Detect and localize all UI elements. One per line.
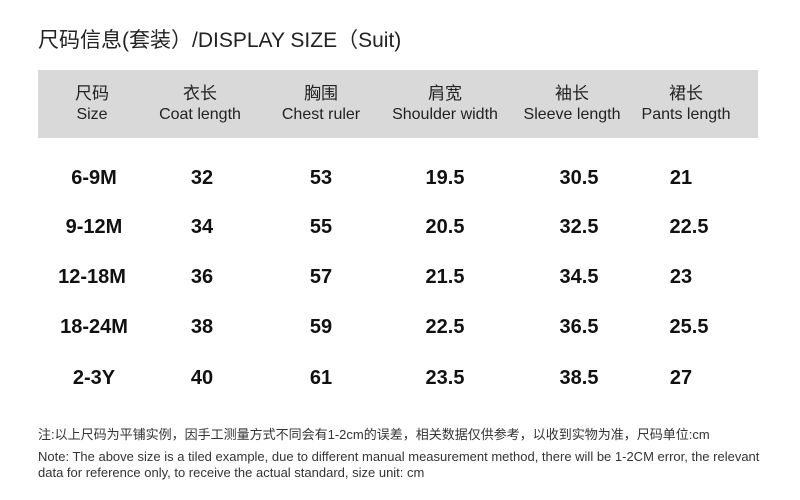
cell-size: 12-18M — [58, 266, 126, 288]
cell-pants-length: 25.5 — [669, 316, 709, 338]
header-size-zh: 尺码 — [75, 84, 109, 103]
cell-sleeve-length: 32.5 — [559, 216, 599, 238]
header-coat-length-zh: 衣长 — [183, 84, 217, 103]
cell-coat-length: 40 — [190, 367, 214, 389]
cell-pants-length: 21 — [669, 167, 693, 189]
header-size-en: Size — [76, 106, 108, 123]
note-chinese: 注:以上尺码为平铺实例，因手工测量方式不同会有1-2cm的误差，相关数据仅供参考… — [38, 427, 710, 442]
cell-chest-ruler: 57 — [309, 266, 333, 288]
header-chest-ruler-zh: 胸围 — [304, 84, 338, 103]
cell-coat-length: 32 — [190, 167, 214, 189]
cell-chest-ruler: 61 — [309, 367, 333, 389]
header-sleeve-length-en: Sleeve length — [523, 106, 621, 123]
table-row: 2-3Y 40 61 23.5 38.5 27 — [38, 358, 758, 398]
cell-chest-ruler: 55 — [309, 216, 333, 238]
cell-coat-length: 34 — [190, 216, 214, 238]
cell-size: 18-24M — [60, 316, 128, 338]
header-coat-length: 衣长 Coat length — [159, 84, 241, 126]
header-chest-ruler: 胸围 Chest ruler — [282, 84, 360, 126]
table-header: 尺码 Size 衣长 Coat length 胸围 Chest ruler 肩宽… — [38, 70, 758, 138]
cell-pants-length: 23 — [669, 266, 693, 288]
cell-coat-length: 38 — [190, 316, 214, 338]
header-sleeve-length: 袖长 Sleeve length — [524, 84, 621, 126]
header-shoulder-width: 肩宽 Shoulder width — [392, 84, 498, 126]
cell-size: 9-12M — [65, 216, 123, 238]
table-row: 6-9M 32 53 19.5 30.5 21 — [38, 158, 758, 198]
page-title: 尺码信息(套装）/DISPLAY SIZE（Suit) — [38, 29, 402, 52]
cell-size: 2-3Y — [72, 367, 116, 389]
cell-chest-ruler: 53 — [309, 167, 333, 189]
cell-pants-length: 22.5 — [669, 216, 709, 238]
cell-pants-length: 27 — [669, 367, 693, 389]
header-pants-length: 裙长 Pants length — [642, 84, 731, 126]
cell-shoulder-width: 19.5 — [425, 167, 465, 189]
table-row: 12-18M 36 57 21.5 34.5 23 — [38, 257, 758, 297]
cell-sleeve-length: 30.5 — [559, 167, 599, 189]
header-pants-length-zh: 裙长 — [668, 84, 703, 103]
header-sleeve-length-zh: 袖长 — [555, 84, 589, 103]
note-english: Note: The above size is a tiled example,… — [38, 449, 760, 480]
cell-sleeve-length: 34.5 — [559, 266, 599, 288]
cell-size: 6-9M — [71, 167, 117, 189]
header-pants-length-en: Pants length — [641, 106, 731, 123]
cell-chest-ruler: 59 — [309, 316, 333, 338]
header-shoulder-width-en: Shoulder width — [392, 106, 498, 123]
cell-sleeve-length: 38.5 — [559, 367, 599, 389]
cell-shoulder-width: 22.5 — [425, 316, 465, 338]
table-row: 9-12M 34 55 20.5 32.5 22.5 — [38, 207, 758, 247]
cell-shoulder-width: 21.5 — [425, 266, 465, 288]
table-row: 18-24M 38 59 22.5 36.5 25.5 — [38, 307, 758, 347]
cell-shoulder-width: 20.5 — [425, 216, 465, 238]
header-chest-ruler-en: Chest ruler — [281, 106, 361, 123]
header-size: 尺码 Size — [75, 84, 109, 126]
cell-sleeve-length: 36.5 — [559, 316, 599, 338]
header-shoulder-width-zh: 肩宽 — [428, 84, 462, 103]
cell-shoulder-width: 23.5 — [425, 367, 465, 389]
cell-coat-length: 36 — [190, 266, 214, 288]
header-coat-length-en: Coat length — [159, 106, 241, 123]
